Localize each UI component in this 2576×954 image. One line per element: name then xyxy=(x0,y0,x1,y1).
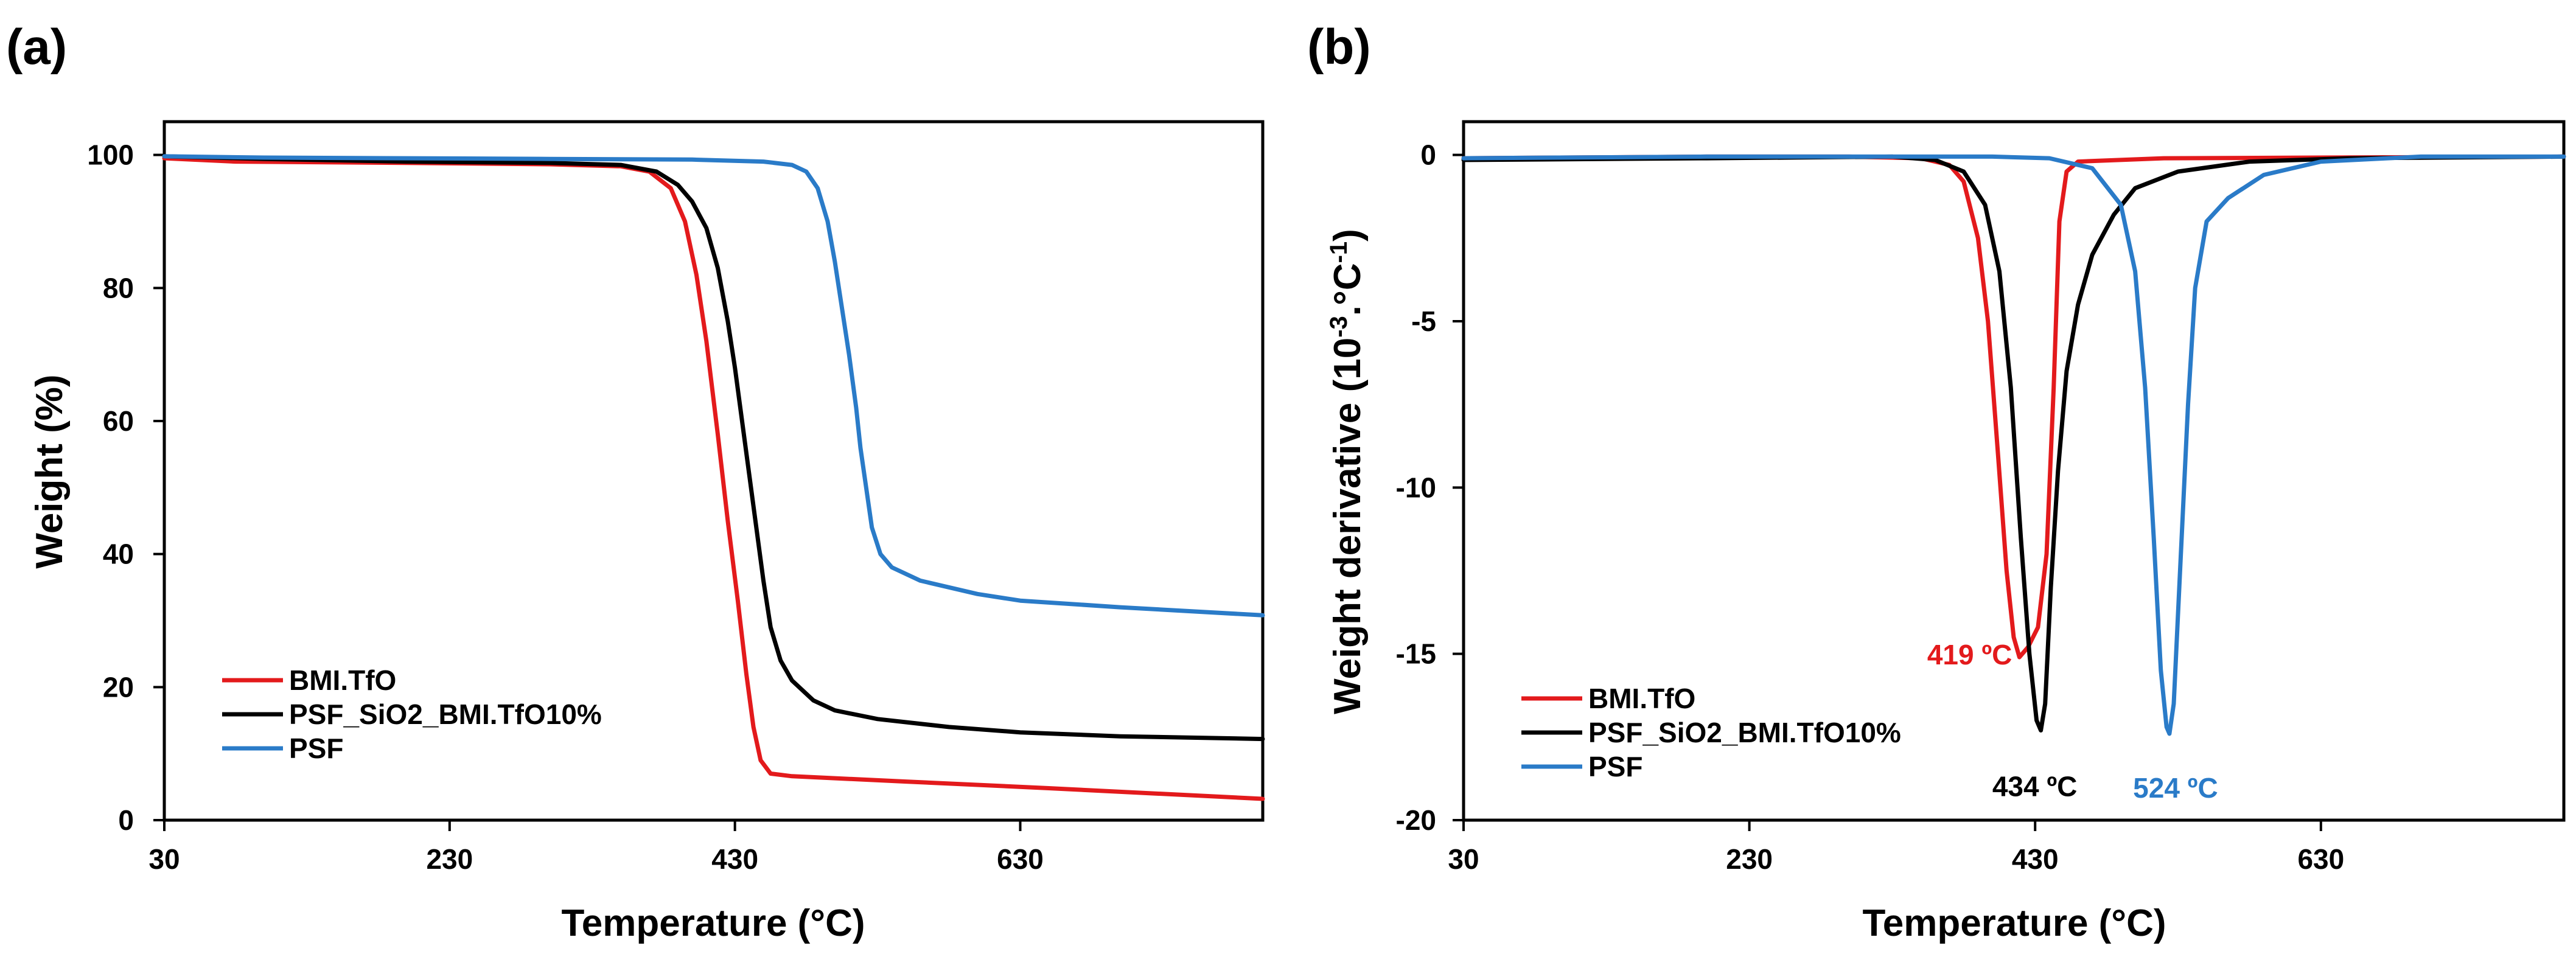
y-tick-label: 100 xyxy=(87,139,134,171)
panel-b-x-ticks: 30 230 430 630 xyxy=(1448,820,2344,875)
legend-label-2: PSF xyxy=(1588,751,1642,782)
y-tick-label: 0 xyxy=(1420,139,1436,171)
panel-a-y-ticks: 0 20 40 60 80 100 xyxy=(87,139,164,836)
x-tick-label: 230 xyxy=(1726,843,1773,875)
panel-a-x-ticks: 30 230 430 630 xyxy=(148,820,1044,875)
panel-b-y-axis-title-end: ) xyxy=(1327,229,1369,242)
panel-a-series xyxy=(162,154,1265,801)
panel-a-y-axis-title: Weight (%) xyxy=(29,374,71,568)
panel-b-y-axis-title-sup2: -1 xyxy=(1325,242,1352,263)
series-line-1 xyxy=(1461,154,2566,733)
panel-a-label: (a) xyxy=(6,19,67,75)
legend-label-1: PSF_SiO2_BMI.TfO10% xyxy=(1588,717,1901,748)
peak-annotation-1: 434 ºC xyxy=(1992,770,2078,802)
x-tick-label: 430 xyxy=(711,843,758,875)
panel-b-series xyxy=(1461,154,2566,736)
y-tick-label: -15 xyxy=(1396,638,1436,670)
x-tick-label: 230 xyxy=(426,843,473,875)
panel-b-y-axis-title-mid: .°C xyxy=(1327,263,1369,316)
legend-label-0: BMI.TfO xyxy=(289,664,396,696)
panel-b-x-axis-title: Temperature (°C) xyxy=(1862,902,2166,944)
x-tick-label: 430 xyxy=(2012,843,2059,875)
panel-b-label: (b) xyxy=(1307,19,1371,75)
x-tick-label: 630 xyxy=(2297,843,2344,875)
legend-label-2: PSF xyxy=(289,733,343,764)
series-line-2 xyxy=(162,154,1265,618)
y-tick-label: -5 xyxy=(1411,305,1436,337)
panel-b-plot-frame xyxy=(1462,120,2566,822)
x-tick-label: 630 xyxy=(997,843,1044,875)
panel-b-y-ticks: 0 -5 -10 -15 -20 xyxy=(1396,139,1464,836)
panel-b-peak-annotations: 419 ºC 434 ºC 524 ºC xyxy=(1927,639,2218,804)
panel-b-y-axis-title-sup: -3 xyxy=(1325,316,1352,338)
panel-b-y-axis-title-main: Weight derivative (10 xyxy=(1327,338,1369,714)
legend-label-1: PSF_SiO2_BMI.TfO10% xyxy=(289,698,602,730)
y-tick-label: -20 xyxy=(1396,804,1436,836)
panel-a-chart: (a) 30 230 430 630 0 20 40 60 80 100 Temperature… xyxy=(6,19,1265,944)
y-tick-label: 40 xyxy=(103,538,134,570)
y-tick-label: 20 xyxy=(103,671,134,703)
panel-a-plot-frame xyxy=(162,120,1265,822)
y-tick-label: 60 xyxy=(103,405,134,437)
peak-annotation-2: 524 ºC xyxy=(2133,772,2218,804)
series-line-2 xyxy=(1461,154,2566,736)
series-line-1 xyxy=(162,154,1265,742)
panel-a-x-axis-title: Temperature (°C) xyxy=(561,902,865,944)
y-tick-label: 0 xyxy=(118,804,134,836)
peak-annotation-0: 419 ºC xyxy=(1927,639,2012,670)
panel-b-y-axis-title: Weight derivative (10-3.°C-1) xyxy=(1325,229,1369,714)
x-tick-label: 30 xyxy=(148,843,180,875)
panel-b-chart: (b) 30 230 430 630 0 -5 -10 -15 -20 419 ºC 434 º… xyxy=(1307,19,2566,944)
y-tick-label: -10 xyxy=(1396,472,1436,503)
x-tick-label: 30 xyxy=(1448,843,1479,875)
legend-label-0: BMI.TfO xyxy=(1588,683,1695,714)
y-tick-label: 80 xyxy=(103,272,134,304)
